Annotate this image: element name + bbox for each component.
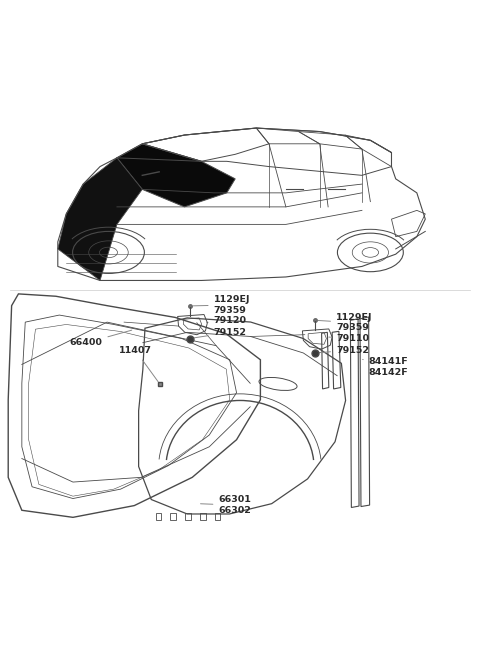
Polygon shape — [58, 158, 142, 280]
Text: 84141F
84142F: 84141F 84142F — [363, 357, 408, 377]
Text: 66301
66302: 66301 66302 — [201, 495, 251, 515]
Text: 79120: 79120 — [207, 316, 247, 325]
Text: 1129EJ
79359: 1129EJ 79359 — [193, 295, 250, 314]
Text: 1129EJ
79359: 1129EJ 79359 — [318, 313, 372, 332]
Text: 79110: 79110 — [329, 333, 369, 343]
Text: 79152: 79152 — [318, 346, 369, 354]
Text: 11407: 11407 — [119, 346, 158, 382]
Text: 79152: 79152 — [192, 328, 247, 338]
Polygon shape — [117, 144, 235, 207]
Text: 66400: 66400 — [70, 330, 132, 347]
